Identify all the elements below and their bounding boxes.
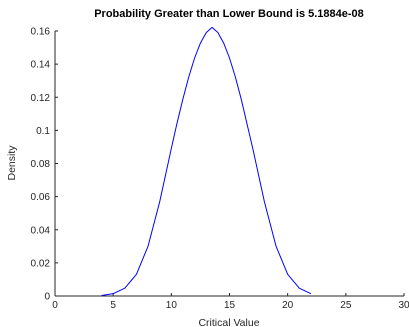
x-axis-label: Critical Value [198, 317, 259, 327]
y-tick-label: 0.12 [31, 93, 51, 104]
y-tick-label: 0.04 [31, 225, 51, 236]
x-tick-label: 20 [282, 300, 294, 311]
axes [54, 31, 404, 297]
y-tick-label: 0.08 [31, 159, 51, 170]
x-tick-label: 30 [398, 300, 409, 311]
x-tick-label: 15 [224, 300, 236, 311]
x-tick-label: 25 [340, 300, 352, 311]
y-tick-label: 0.16 [31, 27, 51, 38]
y-axis-label: Density [6, 145, 18, 181]
chart-title: Probability Greater than Lower Bound is … [94, 8, 364, 20]
y-axis-ticks: 0 0.02 0.04 0.06 0.08 0.1 0.12 0.14 0.16 [31, 27, 58, 303]
x-tick-label: 10 [166, 300, 178, 311]
plot-area [101, 26, 312, 296]
x-tick-label: 5 [110, 300, 116, 311]
y-tick-label: 0.06 [31, 192, 51, 203]
density-curve [101, 26, 312, 296]
y-tick-label: 0 [44, 292, 50, 303]
x-axis-ticks: 0 5 10 15 20 25 30 [52, 293, 409, 311]
x-tick-label: 0 [52, 300, 58, 311]
y-tick-label: 0.02 [31, 258, 51, 269]
y-tick-label: 0.1 [36, 126, 50, 137]
y-tick-label: 0.14 [31, 60, 51, 71]
